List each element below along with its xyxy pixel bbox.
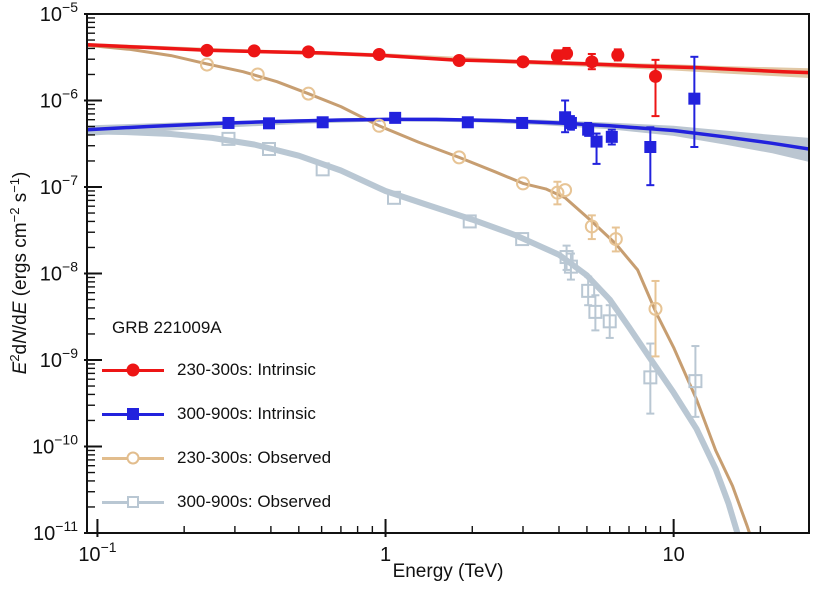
data-point — [462, 214, 477, 229]
data-point — [200, 43, 214, 57]
legend-item-300-900s-observed: 300-900s: Observed — [102, 489, 362, 515]
data-point — [515, 232, 530, 247]
data-point — [372, 118, 387, 133]
data-point — [648, 69, 662, 83]
data-point — [648, 301, 663, 316]
legend-label: 230-300s: Intrinsic — [177, 360, 316, 379]
y-axis-title-part: 2 — [7, 354, 22, 362]
legend-title: GRB 221009A — [112, 318, 222, 337]
legend: GRB 221009A 230-300s: Intrinsic 300-900s… — [102, 317, 362, 515]
x-tick-label: 10 — [663, 544, 685, 566]
x-tick-label: 1 — [380, 544, 391, 566]
legend-marker-filled-square-icon — [102, 405, 164, 423]
y-axis-title-part: −1 — [7, 177, 22, 193]
y-tick-label: 10−7 — [40, 172, 78, 199]
data-point — [461, 116, 474, 129]
y-axis-title: E2dN/dE (ergs cm−2 s−1) — [7, 171, 32, 375]
legend-label: 300-900s: Intrinsic — [177, 404, 316, 423]
data-point — [584, 219, 599, 234]
legend-item-300-900s-intrinsic: 300-900s: Intrinsic — [102, 401, 362, 427]
data-point — [550, 185, 565, 200]
y-axis-title-part: N — [10, 330, 31, 344]
data-point — [452, 150, 467, 165]
data-point — [611, 48, 625, 62]
data-point — [582, 123, 595, 136]
data-point — [199, 57, 214, 72]
data-point — [515, 176, 530, 191]
data-point — [563, 259, 578, 274]
series-curve — [87, 128, 741, 533]
data-point — [581, 283, 596, 298]
y-tick-label: 10−10 — [32, 432, 78, 459]
series-curve — [87, 43, 752, 533]
data-point — [315, 162, 330, 177]
x-tick-label: 10−1 — [78, 539, 116, 566]
data-point — [560, 46, 574, 60]
data-point — [221, 131, 236, 146]
data-point — [250, 67, 265, 82]
y-tick-label: 10−11 — [33, 518, 78, 545]
data-point — [247, 44, 261, 58]
data-point — [261, 141, 276, 156]
data-point — [559, 250, 574, 265]
data-point — [643, 370, 658, 385]
y-tick-label: 10−8 — [40, 259, 78, 286]
data-point — [644, 141, 657, 154]
y-tick-label: 10−5 — [40, 0, 78, 26]
data-point — [602, 314, 617, 329]
data-point — [688, 374, 703, 389]
data-point — [516, 116, 529, 129]
data-point — [558, 183, 573, 198]
data-point — [316, 116, 329, 129]
legend-label: 300-900s: Observed — [177, 492, 332, 511]
data-point — [588, 304, 603, 319]
data-point — [590, 135, 603, 148]
data-point — [688, 92, 701, 105]
y-axis-title-part: d — [10, 343, 31, 355]
y-tick-label: 10−9 — [40, 345, 78, 372]
data-point — [372, 48, 386, 62]
data-point — [222, 116, 235, 129]
series-curve — [87, 43, 809, 75]
legend-marker-filled-circle-icon — [102, 361, 164, 379]
legend-item-230-300s-intrinsic: 230-300s: Intrinsic — [102, 357, 362, 383]
y-axis-title-part: s — [10, 192, 31, 208]
y-tick-label: 10−6 — [40, 86, 78, 113]
data-point — [564, 116, 577, 129]
legend-marker-open-square-icon — [102, 493, 164, 511]
data-point — [605, 130, 618, 143]
data-point — [585, 55, 599, 69]
data-point — [608, 232, 623, 247]
data-point — [262, 117, 275, 130]
plot-content — [87, 43, 809, 533]
y-axis-title-part: ) — [10, 171, 31, 178]
legend-label: 230-300s: Observed — [177, 448, 332, 467]
data-point — [516, 55, 530, 69]
y-axis-title-part: −2 — [7, 207, 22, 223]
x-axis-title: Energy (TeV) — [392, 561, 504, 582]
y-axis-title-part: /d — [10, 314, 31, 331]
y-axis-title-part: E — [10, 361, 31, 375]
y-axis-title-part: E — [10, 301, 31, 315]
y-axis-title-part: (ergs cm — [10, 222, 31, 302]
data-point — [301, 86, 316, 101]
data-point — [389, 111, 402, 124]
legend-marker-open-circle-icon — [102, 449, 164, 467]
legend-item-230-300s-observed: 230-300s: Observed — [102, 445, 362, 471]
data-point — [301, 45, 315, 59]
data-point — [387, 190, 402, 205]
data-point — [452, 54, 466, 68]
